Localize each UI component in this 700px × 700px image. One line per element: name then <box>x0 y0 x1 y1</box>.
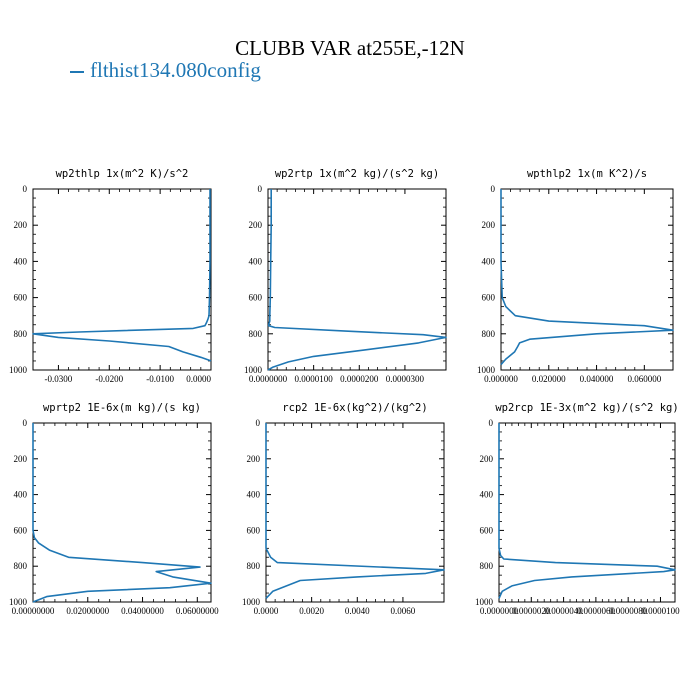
x-tick-label: 0.0040 <box>345 606 370 616</box>
plot-frame <box>32 422 212 603</box>
y-tick-label: 600 <box>482 293 496 303</box>
subplot-title: wpthlp2 1x(m K^2)/s <box>527 168 647 180</box>
x-tick-label: 0.02000000 <box>66 606 109 616</box>
subplot-6: wp2rcp 1E-3x(m^2 kg)/(s^2 kg)0 200 400 600 8… <box>475 402 680 616</box>
y-tick-label: 200 <box>14 220 28 230</box>
y-tick-label: 400 <box>14 490 28 500</box>
x-tick-label: 0.0000040 <box>544 606 583 616</box>
y-tick-label: 800 <box>249 329 263 339</box>
x-tick-label: 0.0000060 <box>577 606 616 616</box>
y-tick-label: 800 <box>14 329 28 339</box>
series-line <box>500 189 674 366</box>
y-tick-label: 600 <box>480 525 494 535</box>
x-tick-label: 0.00000000 <box>12 606 55 616</box>
x-tick-label: 0.0000 <box>254 606 279 616</box>
x-tick-label: -0.0100 <box>146 374 174 384</box>
y-tick-label: 200 <box>247 454 261 464</box>
x-tick-label: 0.0000000 <box>249 374 288 384</box>
subplot-title: wp2rcp 1E-3x(m^2 kg)/(s^2 kg) <box>495 402 678 414</box>
series-line <box>498 423 676 599</box>
series-line <box>267 189 447 371</box>
legend-label: flthist134.080config <box>90 58 261 82</box>
y-tick-label: 400 <box>482 256 496 266</box>
subplot-4: wprtp2 1E-6x(m kg)/(s kg) 0 200 400 600 800 10… <box>9 402 219 616</box>
plot-frame <box>498 422 676 603</box>
x-tick-label: 0.0060 <box>391 606 416 616</box>
y-tick-label: 600 <box>14 293 28 303</box>
subplot-5: rcp2 1E-6x(kg^2)/(kg^2) 0 200 400 600 800 1000… <box>242 402 445 616</box>
x-tick-label: -0.0200 <box>95 374 123 384</box>
y-tick-label: 0 <box>23 418 28 428</box>
subplot-title: wp2thlp 1x(m^2 K)/s^2 <box>56 168 189 180</box>
x-tick-label: 0.060000 <box>627 374 661 384</box>
y-tick-label: 1000 <box>9 597 28 607</box>
y-tick-label: 200 <box>480 454 494 464</box>
y-tick-label: 400 <box>247 490 261 500</box>
subplot-1: wp2thlp 1x(m^2 K)/s^2 0 200 400 600 800 1000 -0… <box>9 168 212 384</box>
subplot-2: wp2rtp 1x(m^2 kg)/(s^2 kg) 0 200 400 600 800 1… <box>244 168 447 384</box>
x-tick-label: 0.06000000 <box>176 606 219 616</box>
y-tick-label: 1000 <box>244 365 263 375</box>
x-tick-label: 0.0000100 <box>641 606 680 616</box>
subplot-3: wpthlp2 1x(m K^2)/s 0 200 400 600 800 10000.00… <box>477 168 674 384</box>
x-tick-label: 0.0000200 <box>340 374 379 384</box>
plot-frame <box>500 188 674 371</box>
x-tick-label: 0.000000 <box>484 374 518 384</box>
y-tick-label: 800 <box>482 329 496 339</box>
y-tick-label: 1000 <box>477 365 496 375</box>
series-line <box>265 423 445 599</box>
series-line <box>32 423 212 603</box>
y-tick-label: 800 <box>14 561 28 571</box>
y-tick-label: 1000 <box>475 597 494 607</box>
y-tick-label: 0 <box>491 184 496 194</box>
y-tick-label: 600 <box>247 525 261 535</box>
y-tick-label: 400 <box>249 256 263 266</box>
subplot-title: wprtp2 1E-6x(m kg)/(s kg) <box>43 402 201 414</box>
y-tick-label: 0 <box>23 184 28 194</box>
y-tick-label: 200 <box>14 454 28 464</box>
subplot-title: rcp2 1E-6x(kg^2)/(kg^2) <box>282 402 427 414</box>
x-tick-label: 0.0000 <box>186 374 211 384</box>
y-tick-label: 400 <box>480 490 494 500</box>
y-tick-label: 600 <box>14 525 28 535</box>
plot-frame <box>265 422 445 603</box>
x-tick-label: 0.0020 <box>299 606 324 616</box>
y-tick-label: 0 <box>256 418 261 428</box>
x-tick-label: 0.04000000 <box>121 606 164 616</box>
y-tick-label: 800 <box>480 561 494 571</box>
series-line <box>32 189 212 362</box>
x-tick-label: 0.0000020 <box>512 606 551 616</box>
x-tick-label: -0.0300 <box>45 374 73 384</box>
x-tick-label: 0.0000000 <box>480 606 519 616</box>
y-tick-label: 400 <box>14 256 28 266</box>
y-tick-label: 0 <box>258 184 263 194</box>
y-tick-label: 200 <box>482 220 496 230</box>
y-tick-label: 1000 <box>242 597 261 607</box>
x-tick-label: 0.020000 <box>532 374 566 384</box>
subplot-title: wp2rtp 1x(m^2 kg)/(s^2 kg) <box>275 168 439 180</box>
legend-swatch <box>70 71 84 74</box>
x-tick-label: 0.0000080 <box>609 606 648 616</box>
main-title: CLUBB VAR at255E,-12N <box>235 36 465 60</box>
y-tick-label: 0 <box>489 418 494 428</box>
y-tick-label: 200 <box>249 220 263 230</box>
y-tick-label: 600 <box>249 293 263 303</box>
x-tick-label: 0.0000100 <box>295 374 334 384</box>
x-tick-label: 0.040000 <box>580 374 614 384</box>
y-tick-label: 800 <box>247 561 261 571</box>
legend: flthist134.080config <box>70 58 261 83</box>
x-tick-label: 0.0000300 <box>386 374 425 384</box>
y-tick-label: 1000 <box>9 365 28 375</box>
